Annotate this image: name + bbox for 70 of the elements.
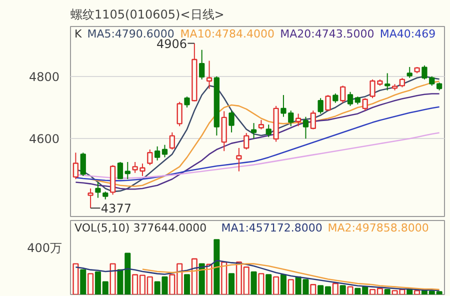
candlestick	[280, 94, 286, 118]
bar	[184, 274, 190, 294]
line-series	[75, 93, 440, 190]
text: MA1:457172.8000	[221, 222, 322, 234]
bar	[80, 269, 86, 294]
bar	[414, 290, 420, 294]
candlestick	[184, 96, 190, 108]
text: MA20:4743.5000	[280, 28, 374, 40]
text: MA40:469	[380, 28, 436, 40]
candlestick	[154, 146, 160, 161]
bar	[340, 285, 346, 294]
candlestick	[124, 161, 130, 180]
bar	[406, 288, 413, 294]
candlestick	[72, 152, 79, 180]
bar	[206, 264, 212, 294]
candlestick	[147, 149, 153, 166]
bar	[214, 239, 220, 294]
bar	[191, 258, 198, 294]
candlestick	[162, 144, 168, 158]
bar	[273, 276, 280, 294]
y-tick-label: 4800	[28, 70, 60, 84]
annotation: K	[74, 28, 82, 40]
y-tick-label: 4600	[28, 132, 60, 146]
candlestick	[176, 101, 182, 127]
candlestick	[266, 124, 272, 138]
text: 400万	[27, 240, 62, 257]
candlestick	[228, 110, 234, 133]
candlestick	[169, 132, 175, 150]
candlestick	[347, 91, 354, 106]
candlestick	[332, 92, 338, 104]
candlestick	[318, 98, 324, 114]
bar	[198, 263, 205, 294]
bar	[347, 286, 354, 294]
text: MA2:497858.8000	[328, 222, 429, 234]
candlestick	[340, 85, 346, 104]
bar	[258, 273, 264, 294]
candlestick	[236, 147, 242, 172]
candlestick	[325, 94, 331, 112]
candlestick	[80, 152, 86, 177]
annotation: 4377	[100, 202, 132, 216]
text: VOL(5,10) 377644.0000	[74, 222, 207, 234]
bar	[332, 282, 338, 294]
bar	[221, 262, 228, 294]
candlestick	[88, 188, 94, 209]
candlestick	[199, 49, 205, 80]
bar	[288, 279, 294, 294]
candlestick	[295, 113, 302, 127]
candlestick	[250, 122, 257, 140]
candlestick	[310, 110, 316, 130]
candlestick	[288, 110, 294, 127]
candlestick	[406, 66, 412, 78]
bar	[88, 273, 94, 294]
candlestick	[362, 98, 368, 112]
candlestick	[206, 60, 212, 90]
chart-title: 螺纹1105(010605)<日线>	[70, 8, 224, 22]
candlestick	[399, 77, 406, 88]
candlestick	[258, 119, 264, 130]
bar	[266, 274, 272, 294]
bar	[228, 273, 235, 294]
candlestick	[384, 72, 390, 91]
candlestick	[302, 116, 309, 140]
candlestick	[95, 182, 101, 198]
bar	[384, 288, 390, 294]
candlestick	[244, 132, 250, 150]
bar	[72, 263, 79, 294]
bar	[280, 274, 286, 294]
candlestick	[117, 161, 124, 180]
bar	[310, 284, 316, 294]
bar	[250, 271, 257, 294]
bar	[110, 263, 116, 294]
